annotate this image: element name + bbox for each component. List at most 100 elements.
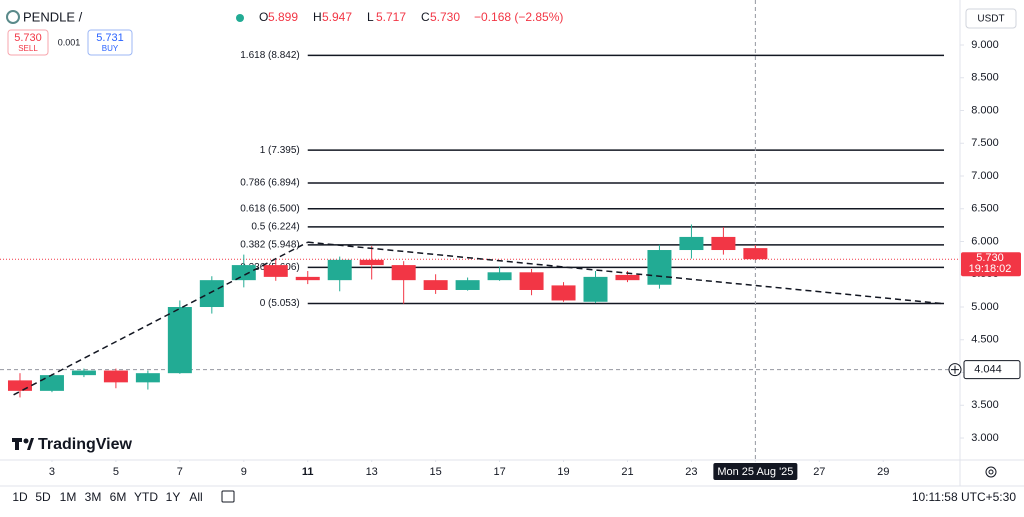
range-button[interactable]: 1D: [12, 490, 28, 504]
logo-mark: [23, 438, 29, 444]
range-button[interactable]: YTD: [134, 490, 158, 504]
ohlc-legend: O 5.899 H 5.947 L 5.717 C 5.730: [259, 10, 460, 24]
range-button[interactable]: 1M: [60, 490, 77, 504]
y-tick-label: 7.500: [971, 137, 999, 149]
last-price-label: 5.730: [976, 252, 1004, 264]
x-tick-label: 11: [302, 466, 314, 478]
y-tick-label: 8.500: [971, 72, 999, 84]
y-tick-label: 7.000: [971, 170, 999, 182]
y-tick-label: 6.000: [971, 235, 999, 247]
y-tick-label: 4.500: [971, 334, 999, 346]
last-price-tag: [961, 252, 1021, 277]
x-tick-label: 15: [430, 466, 442, 478]
fib-label: 1.618 (8.842): [240, 50, 300, 61]
settings-icon: [988, 469, 994, 475]
x-tick-label: 13: [366, 466, 378, 478]
clock: 10:11:58 UTC+5:30: [912, 490, 1017, 504]
candle-body: [711, 236, 736, 251]
sell-label: SELL: [18, 44, 38, 53]
buy-price: 5.731: [96, 32, 124, 44]
candle-body: [679, 236, 704, 251]
candle-body: [135, 373, 160, 383]
ohlc-value: 5.730: [430, 10, 460, 24]
range-button[interactable]: 6M: [110, 490, 127, 504]
logo-mark: [27, 438, 34, 450]
range-button[interactable]: 1Y: [166, 490, 181, 504]
range-bar: 1D 5D 1M 3M 6M YTD 1Y All: [12, 490, 202, 504]
crosshair-label-bg: [713, 463, 798, 480]
candle-body: [7, 380, 32, 391]
crosshair-label: Mon 25 Aug '25: [717, 466, 793, 478]
x-tick-label: 9: [241, 466, 247, 478]
candle-body: [615, 274, 640, 281]
x-tick-label: 7: [177, 466, 183, 478]
range-button[interactable]: All: [189, 490, 202, 504]
x-tick-label: 19: [557, 466, 569, 478]
marker-label: 4.044: [974, 364, 1002, 376]
status-dot: [236, 14, 244, 22]
y-tick-label: 8.000: [971, 104, 999, 116]
candle-body: [391, 265, 416, 281]
candle-body: [103, 370, 128, 383]
candle-body: [327, 259, 352, 281]
symbol[interactable]: PENDLE /: [23, 9, 83, 24]
fib-label: 1 (7.395): [260, 145, 300, 156]
logo-text: TradingView: [38, 436, 133, 453]
y-tick-label: 3.500: [971, 399, 999, 411]
ohlc-key: O: [259, 10, 268, 24]
candle-body: [199, 280, 224, 308]
x-tick-label: 3: [49, 466, 55, 478]
fib-label: 0 (5.053): [260, 298, 300, 309]
ohlc-key: C: [421, 10, 430, 24]
fib-label: 0.382 (5.948): [240, 240, 300, 251]
y-tick-label: 5.000: [971, 301, 999, 313]
candle-body: [295, 276, 320, 281]
add-alert-icon: [951, 365, 959, 374]
candle-body: [487, 272, 512, 281]
buy-label: BUY: [102, 44, 119, 53]
fib-label: 0.786 (6.894): [240, 178, 300, 189]
candle-body: [39, 375, 64, 391]
currency-button[interactable]: [965, 8, 1017, 29]
candle-body: [455, 280, 480, 290]
sell-price: 5.730: [14, 32, 42, 44]
x-tick-label: 21: [621, 466, 633, 478]
y-tick-label: 3.000: [971, 432, 999, 444]
ohlc-key: L: [367, 10, 374, 24]
y-tick-label: 9.000: [971, 39, 999, 51]
date-range-icon[interactable]: [221, 490, 235, 503]
ohlc-value: 5.899: [268, 10, 298, 24]
candle-body: [519, 272, 544, 290]
x-tick-label: 27: [813, 466, 825, 478]
logo-mark: [15, 438, 19, 450]
ohlc-key: H: [313, 10, 322, 24]
trendline: [13, 241, 309, 396]
candle-body: [231, 265, 256, 281]
y-tick-label: 6.500: [971, 203, 999, 215]
sell-button[interactable]: [7, 29, 49, 56]
candle-body: [359, 259, 384, 266]
buy-button[interactable]: [87, 29, 133, 56]
settings-icon[interactable]: [985, 466, 997, 478]
x-tick-label: 23: [685, 466, 697, 478]
candle-body: [583, 276, 608, 302]
range-button[interactable]: 3M: [85, 490, 102, 504]
trendline: [307, 241, 945, 305]
x-tick-label: 29: [877, 466, 889, 478]
range-button[interactable]: 5D: [35, 490, 51, 504]
ohlc-value: 5.947: [322, 10, 352, 24]
candle-body: [263, 265, 288, 277]
candle-body: [423, 280, 448, 290]
price-change: −0.168 (−2.85%): [474, 10, 563, 24]
candle-body: [647, 250, 672, 285]
candle-body: [743, 248, 768, 260]
candle-body: [71, 370, 96, 376]
marker-tag: [963, 360, 1021, 380]
candle-body: [551, 285, 576, 301]
currency: USDT: [977, 14, 1004, 25]
symbol-logo: [6, 10, 20, 24]
x-tick-label: 5: [113, 466, 119, 478]
fib-label: 0.618 (6.500): [240, 203, 300, 214]
